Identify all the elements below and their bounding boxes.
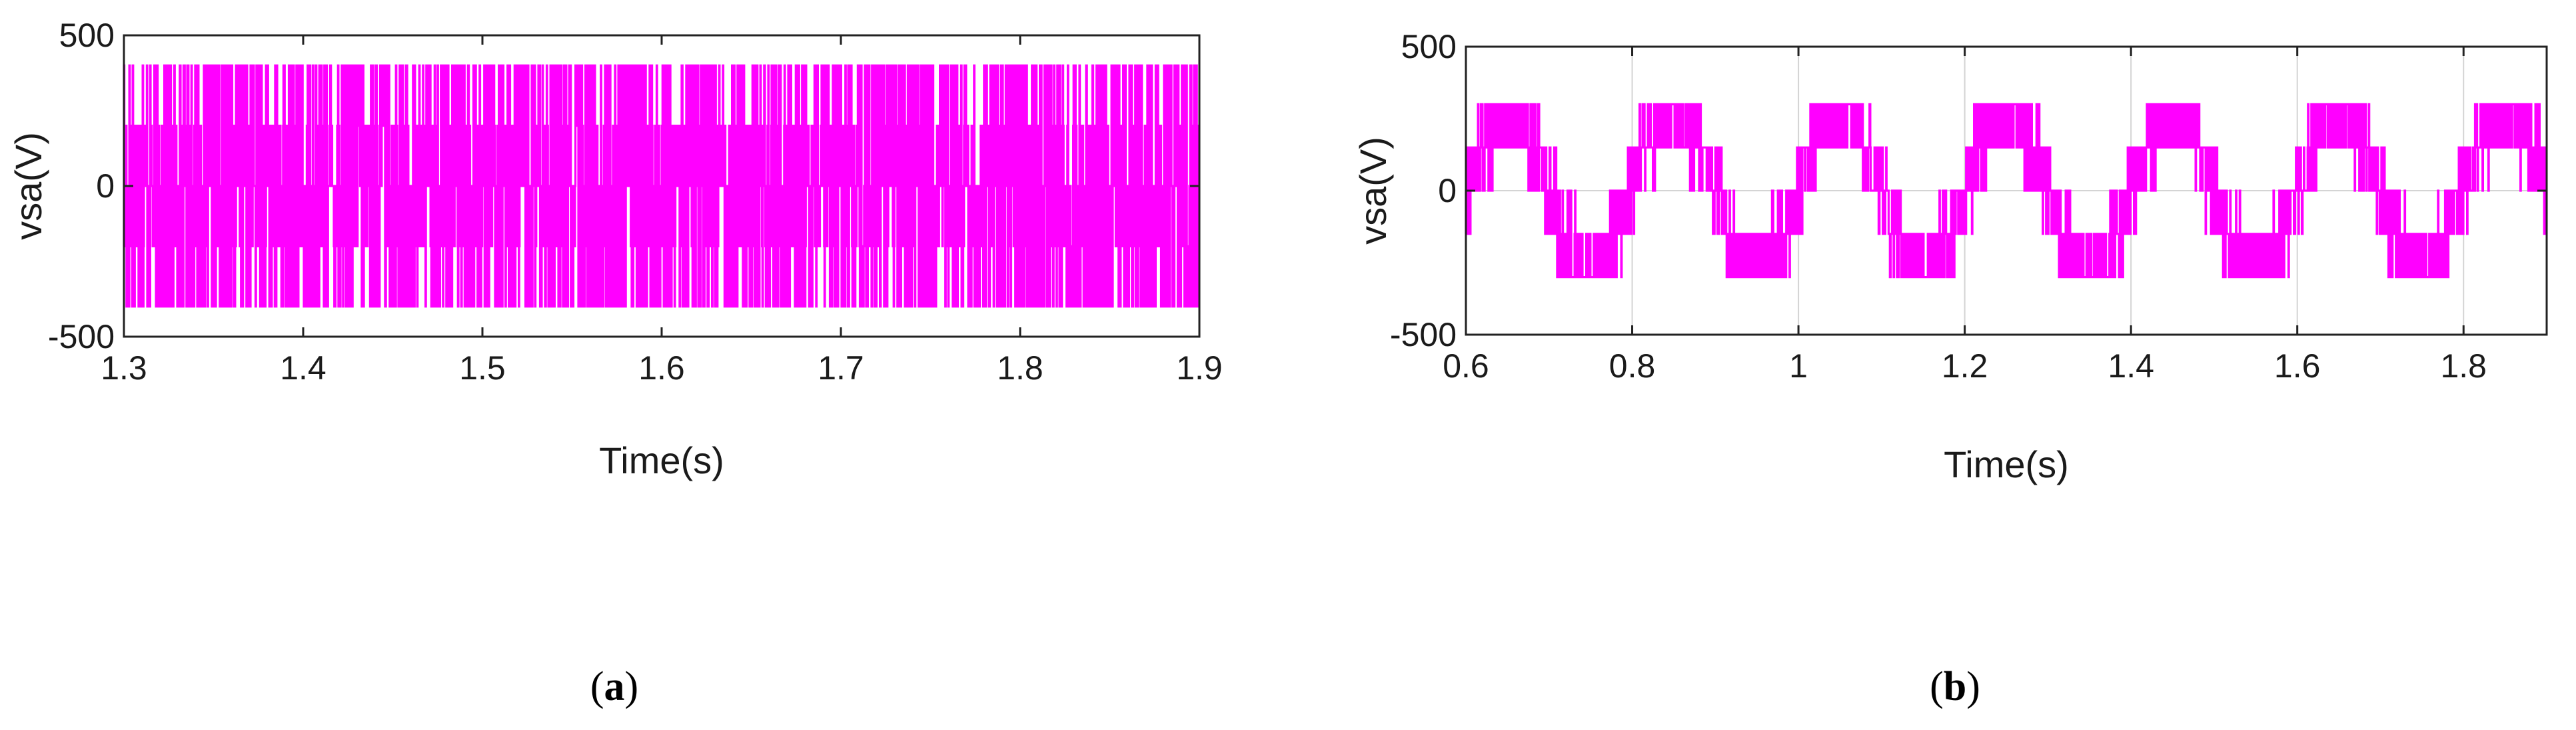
x-tick-label: 1.8 (2440, 347, 2487, 385)
x-tick-label: 1.4 (2108, 347, 2154, 385)
x-tick-label: 1.7 (818, 349, 864, 387)
y-tick-label: 500 (59, 17, 115, 54)
x-tick-label: 1.4 (280, 349, 326, 387)
y-tick-label: 0 (1438, 172, 1457, 209)
x-tick-label: 1.2 (1942, 347, 1988, 385)
x-tick-label: 1.6 (638, 349, 685, 387)
y-tick-label: 500 (1401, 28, 1457, 65)
x-tick-label: 1 (1789, 347, 1808, 385)
x-tick-label: 1.6 (2274, 347, 2321, 385)
chart-panel-b: 0.6 0.8 1 1.2 1.4 1.6 1.8 -500 0 500 Time(s) vsa(… (1352, 28, 2548, 709)
x-tick-label: 1.9 (1176, 349, 1223, 387)
tick-group-b: 0.6 0.8 1 1.2 1.4 1.6 1.8 -500 0 500 (1390, 28, 2547, 385)
series-group-b (1465, 103, 2547, 279)
x-axis-label-a: Time(s) (599, 439, 724, 481)
y-axis-label-a: vsa(V) (7, 132, 49, 240)
panel-label-b: (b) (1930, 664, 1980, 709)
y-axis-label-b: vsa(V) (1352, 137, 1394, 245)
chart-panel-a: 1.3 1.4 1.5 1.6 1.7 1.8 1.9 -500 0 500 Time(s) vs… (7, 17, 1223, 709)
y-tick-label: -500 (48, 318, 115, 355)
x-tick-label: 0.6 (1443, 347, 1489, 385)
x-axis-label-b: Time(s) (1944, 443, 2069, 485)
x-tick-label: 1.3 (101, 349, 147, 387)
x-tick-label: 1.5 (459, 349, 506, 387)
tick-group-a: 1.3 1.4 1.5 1.6 1.7 1.8 1.9 -500 0 500 (48, 17, 1223, 387)
panel-label-a: (a) (590, 664, 638, 709)
x-tick-label: 0.8 (1609, 347, 1656, 385)
series-line-vsa-b (1465, 103, 2547, 279)
series-line-vsa-a (123, 64, 1199, 308)
y-tick-label: 0 (96, 167, 115, 205)
y-tick-label: -500 (1390, 316, 1457, 353)
x-tick-label: 1.8 (997, 349, 1043, 387)
series-group-a (123, 64, 1199, 308)
